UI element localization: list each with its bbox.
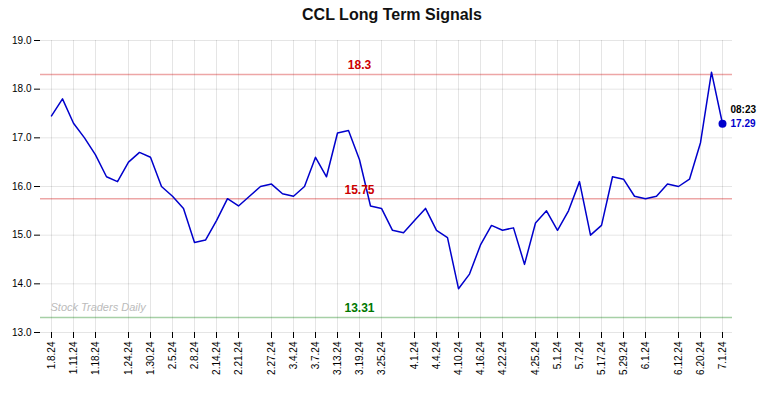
- svg-text:5.1.24: 5.1.24: [552, 341, 563, 369]
- svg-text:4.4.24: 4.4.24: [431, 341, 442, 369]
- svg-text:2.27.24: 2.27.24: [266, 341, 277, 375]
- svg-text:5.17.24: 5.17.24: [596, 341, 607, 375]
- svg-text:1.30.24: 1.30.24: [145, 341, 156, 375]
- svg-text:3.7.24: 3.7.24: [310, 341, 321, 369]
- svg-text:15.0: 15.0: [12, 229, 32, 240]
- svg-text:6.12.24: 6.12.24: [673, 341, 684, 375]
- svg-text:18.0: 18.0: [12, 83, 32, 94]
- svg-text:6.1.24: 6.1.24: [640, 341, 651, 369]
- svg-text:5.29.24: 5.29.24: [618, 341, 629, 375]
- svg-text:13.31: 13.31: [344, 301, 374, 315]
- svg-text:1.24.24: 1.24.24: [123, 341, 134, 375]
- svg-text:08:23: 08:23: [731, 104, 757, 115]
- svg-text:1.8.24: 1.8.24: [46, 341, 57, 369]
- svg-text:2.8.24: 2.8.24: [189, 341, 200, 369]
- svg-text:6.20.24: 6.20.24: [695, 341, 706, 375]
- svg-text:17.29: 17.29: [731, 118, 756, 129]
- svg-text:18.3: 18.3: [348, 58, 372, 72]
- svg-text:14.0: 14.0: [12, 278, 32, 289]
- svg-text:15.75: 15.75: [344, 183, 374, 197]
- html-text:CCL Long Term Signals: CCL Long Term Signals: [302, 6, 482, 23]
- svg-text:4.22.24: 4.22.24: [497, 341, 508, 375]
- svg-text:3.19.24: 3.19.24: [354, 341, 365, 375]
- svg-text:2.5.24: 2.5.24: [167, 341, 178, 369]
- svg-text:3.13.24: 3.13.24: [332, 341, 343, 375]
- svg-text:5.7.24: 5.7.24: [574, 341, 585, 369]
- svg-text:13.0: 13.0: [12, 327, 32, 338]
- svg-text:4.1.24: 4.1.24: [409, 341, 420, 369]
- svg-text:16.0: 16.0: [12, 181, 32, 192]
- svg-text:2.21.24: 2.21.24: [233, 341, 244, 375]
- svg-text:3.25.24: 3.25.24: [376, 341, 387, 375]
- svg-text:4.10.24: 4.10.24: [453, 341, 464, 375]
- svg-text:1.18.24: 1.18.24: [90, 341, 101, 375]
- svg-text:2.14.24: 2.14.24: [211, 341, 222, 375]
- svg-text:7.1.24: 7.1.24: [717, 341, 728, 369]
- svg-text:Stock Traders Daily: Stock Traders Daily: [51, 301, 148, 313]
- svg-text:1.11.24: 1.11.24: [68, 341, 79, 374]
- svg-text:3.4.24: 3.4.24: [288, 341, 299, 369]
- svg-text:17.0: 17.0: [12, 132, 32, 143]
- svg-text:4.25.24: 4.25.24: [530, 341, 541, 375]
- svg-text:19.0: 19.0: [12, 35, 32, 46]
- svg-text:4.16.24: 4.16.24: [475, 341, 486, 375]
